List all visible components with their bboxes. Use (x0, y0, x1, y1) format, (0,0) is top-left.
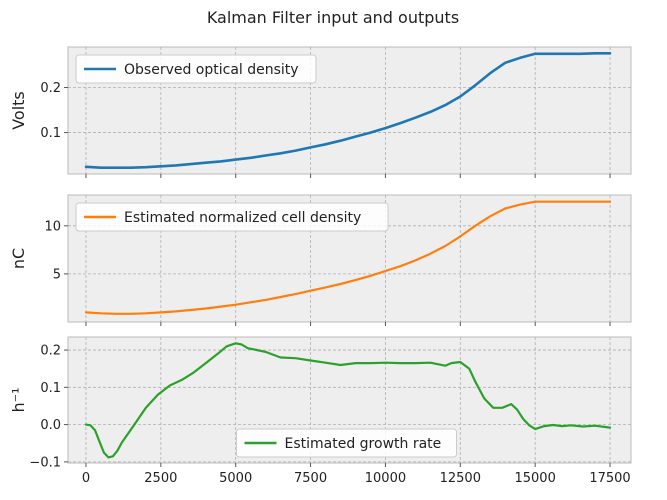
legend-box (236, 428, 457, 458)
x-tick-label: 5000 (219, 471, 252, 486)
y-tick-label: 10 (44, 219, 61, 234)
y-tick-label: 0.1 (40, 381, 61, 396)
x-tick-label: 15000 (514, 471, 555, 486)
legend-label: Estimated normalized cell density (124, 210, 361, 226)
x-tick-label: 10000 (365, 471, 406, 486)
y-tick-label: 0.2 (40, 81, 61, 96)
legend-label: Observed optical density (124, 62, 299, 78)
y-axis-label: nC (9, 248, 28, 269)
legend: Observed optical density (75, 54, 317, 84)
series-line (84, 200, 612, 315)
y-axis-label: h⁻¹ (9, 388, 28, 413)
x-tick-label: 2500 (144, 471, 177, 486)
legend-label: Estimated growth rate (285, 436, 442, 452)
x-tick-label: 17500 (589, 471, 630, 486)
figure-title: Kalman Filter input and outputs (207, 8, 459, 27)
legend: Estimated normalized cell density (75, 202, 389, 232)
x-tick-label: 12500 (440, 471, 481, 486)
legend-box (75, 202, 389, 232)
x-tick-label: 0 (82, 471, 90, 486)
panel-growth-rate: 0 2500 5000 7500 10000 12500 15000 17500 −0.1 0.0… (9, 336, 632, 486)
y-tick-label: 0.0 (40, 418, 61, 433)
panel-cell-density: 5 10 nC Estimated normalized cell density (9, 194, 632, 326)
series-line (84, 51, 612, 169)
legend: Estimated growth rate (236, 428, 457, 458)
panel-optical-density: 0.1 0.2 Volts Observed optical density (9, 46, 632, 178)
series-line (84, 342, 612, 459)
x-tick-label: 7500 (294, 471, 327, 486)
y-tick-label: 0.1 (40, 126, 61, 141)
y-tick-label: 5 (53, 267, 61, 282)
y-tick-label: 0.2 (40, 344, 61, 359)
legend-box (75, 54, 317, 84)
y-tick-label: −0.1 (29, 455, 61, 470)
y-axis-label: Volts (9, 91, 28, 130)
